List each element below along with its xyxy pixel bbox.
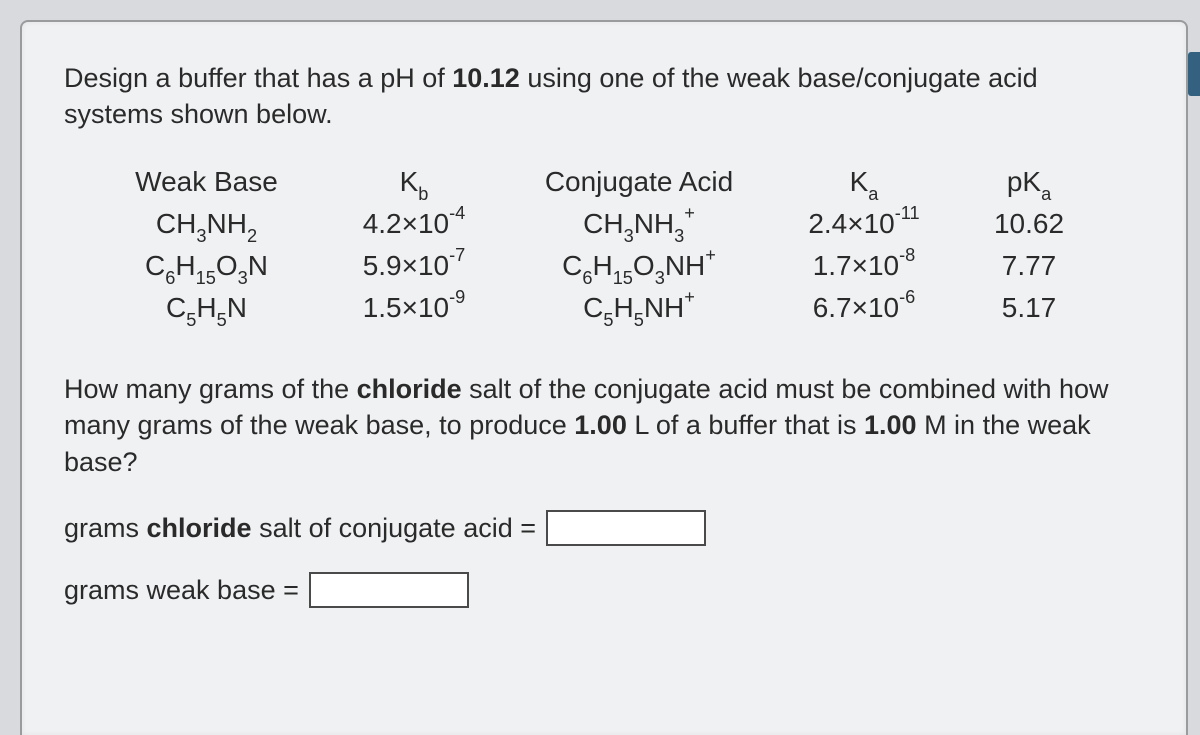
question-2-text: How many grams of the chloride salt of t… xyxy=(64,371,1144,480)
answer-row-2: grams weak base = xyxy=(64,572,1144,608)
question-card: Design a buffer that has a pH of 10.12 u… xyxy=(20,20,1188,735)
weak-base-input[interactable] xyxy=(309,572,469,608)
col-header-pka: pKa xyxy=(959,161,1099,203)
cell-pka: 7.77 xyxy=(959,245,1099,287)
table-row: CH3NH2 4.2×10-4 CH3NH3+ 2.4×10-11 10.62 xyxy=(94,203,1144,245)
cell-kb: 5.9×10-7 xyxy=(319,245,509,287)
table-header-row: Weak Base Kb Conjugate Acid Ka pKa xyxy=(94,161,1144,203)
ph-value: 10.12 xyxy=(452,63,520,93)
prompt-text: Design a buffer that has a pH of 10.12 u… xyxy=(64,60,1144,133)
col-header-weak-base: Weak Base xyxy=(94,161,319,203)
constants-table: Weak Base Kb Conjugate Acid Ka pKa CH3NH… xyxy=(94,161,1144,329)
cell-base: C6H15O3N xyxy=(94,245,319,287)
cell-base: C5H5N xyxy=(94,287,319,329)
table-row: C6H15O3N 5.9×10-7 C6H15O3NH+ 1.7×10-8 7.… xyxy=(94,245,1144,287)
cell-acid: C6H15O3NH+ xyxy=(509,245,769,287)
chloride-salt-input[interactable] xyxy=(546,510,706,546)
cell-ka: 1.7×10-8 xyxy=(769,245,959,287)
cell-ka: 6.7×10-6 xyxy=(769,287,959,329)
cell-acid: C5H5NH+ xyxy=(509,287,769,329)
cell-pka: 5.17 xyxy=(959,287,1099,329)
col-header-conj-acid: Conjugate Acid xyxy=(509,161,769,203)
table-row: C5H5N 1.5×10-9 C5H5NH+ 6.7×10-6 5.17 xyxy=(94,287,1144,329)
cell-acid: CH3NH3+ xyxy=(509,203,769,245)
answer-1-label: grams chloride salt of conjugate acid = xyxy=(64,513,536,544)
answer-2-label: grams weak base = xyxy=(64,575,299,606)
cell-base: CH3NH2 xyxy=(94,203,319,245)
cell-kb: 4.2×10-4 xyxy=(319,203,509,245)
col-header-ka: Ka xyxy=(769,161,959,203)
accent-tab xyxy=(1188,52,1200,96)
cell-pka: 10.62 xyxy=(959,203,1099,245)
answer-row-1: grams chloride salt of conjugate acid = xyxy=(64,510,1144,546)
col-header-kb: Kb xyxy=(319,161,509,203)
prompt-pre: Design a buffer that has a pH of xyxy=(64,63,452,93)
cell-ka: 2.4×10-11 xyxy=(769,203,959,245)
cell-kb: 1.5×10-9 xyxy=(319,287,509,329)
